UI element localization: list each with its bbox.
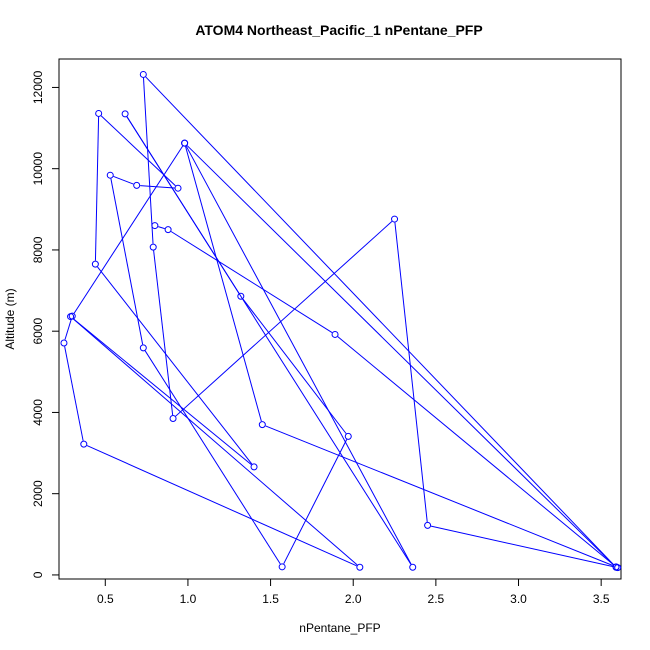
data-point — [106, 171, 114, 179]
series-segment — [94, 116, 100, 261]
data-point — [344, 432, 352, 440]
series-segment — [140, 185, 175, 189]
data-point — [424, 521, 432, 529]
data-point — [133, 181, 141, 189]
series-lines — [64, 76, 615, 568]
series-segment — [144, 350, 281, 565]
x-tick-label: 2.5 — [428, 592, 445, 606]
series-segment — [126, 116, 240, 294]
series-segment — [158, 226, 165, 230]
data-point — [356, 563, 364, 571]
series-segment — [113, 175, 134, 185]
series-segment — [64, 319, 72, 340]
series-segment — [153, 250, 174, 416]
x-axis: 0.5 1.0 1.5 2.0 2.5 3.0 3.5 — [97, 578, 610, 606]
data-point — [278, 563, 286, 571]
data-point — [258, 421, 266, 429]
data-point — [80, 440, 88, 448]
y-tick-label: 10000 — [31, 152, 45, 186]
x-axis-label: nPentane_PFP — [299, 621, 380, 635]
series-segment — [97, 266, 253, 465]
data-point — [409, 563, 417, 571]
data-point — [181, 139, 189, 147]
data-point — [151, 222, 159, 230]
series-segment — [283, 439, 348, 564]
data-point — [121, 110, 129, 118]
series-segment — [100, 115, 176, 187]
y-axis-label: Altitude (m) — [3, 288, 17, 349]
x-tick-label: 3.5 — [593, 592, 610, 606]
data-point — [139, 344, 147, 352]
series-segment — [242, 298, 347, 434]
y-axis: 0 2000 4000 6000 8000 10000 12000 — [31, 70, 60, 578]
series-segment — [64, 346, 84, 441]
series-segment — [110, 178, 144, 345]
x-tick-label: 1.5 — [262, 592, 279, 606]
series-segment — [86, 445, 357, 567]
series-segment — [170, 231, 333, 333]
data-point — [250, 463, 258, 471]
data-point — [391, 215, 399, 223]
y-tick-label: 12000 — [31, 70, 45, 104]
data-point — [91, 260, 99, 268]
series-segment — [186, 145, 614, 566]
data-point — [612, 563, 620, 571]
y-tick-label: 0 — [31, 571, 45, 578]
series-segment — [185, 146, 262, 422]
data-point — [60, 339, 68, 347]
series-segment — [337, 336, 614, 565]
data-point — [95, 109, 103, 117]
y-tick-label: 4000 — [31, 399, 45, 426]
series-segment — [265, 425, 613, 566]
y-tick-label: 6000 — [31, 318, 45, 345]
data-point — [164, 226, 172, 234]
data-point — [139, 70, 147, 78]
x-tick-label: 3.0 — [510, 592, 527, 606]
series-segment — [185, 145, 412, 565]
x-tick-label: 0.5 — [97, 592, 114, 606]
x-tick-label: 2.0 — [345, 592, 362, 606]
series-points — [60, 70, 622, 572]
data-point — [174, 184, 182, 192]
chart-title: ATOM4 Northeast_Pacific_1 nPentane_PFP — [195, 22, 482, 38]
series-segment — [72, 318, 252, 466]
y-tick-label: 8000 — [31, 236, 45, 263]
series-segment — [394, 222, 428, 522]
data-point — [237, 292, 245, 300]
series-segment — [145, 76, 614, 566]
series-segment — [72, 318, 358, 566]
y-tick-label: 2000 — [31, 480, 45, 507]
series-segment — [430, 525, 615, 568]
data-point — [331, 330, 339, 338]
data-point — [149, 243, 157, 251]
data-point — [169, 415, 177, 423]
x-tick-label: 1.0 — [180, 592, 197, 606]
series-segment — [175, 221, 393, 417]
series-segment — [73, 145, 184, 314]
data-point — [68, 312, 76, 320]
